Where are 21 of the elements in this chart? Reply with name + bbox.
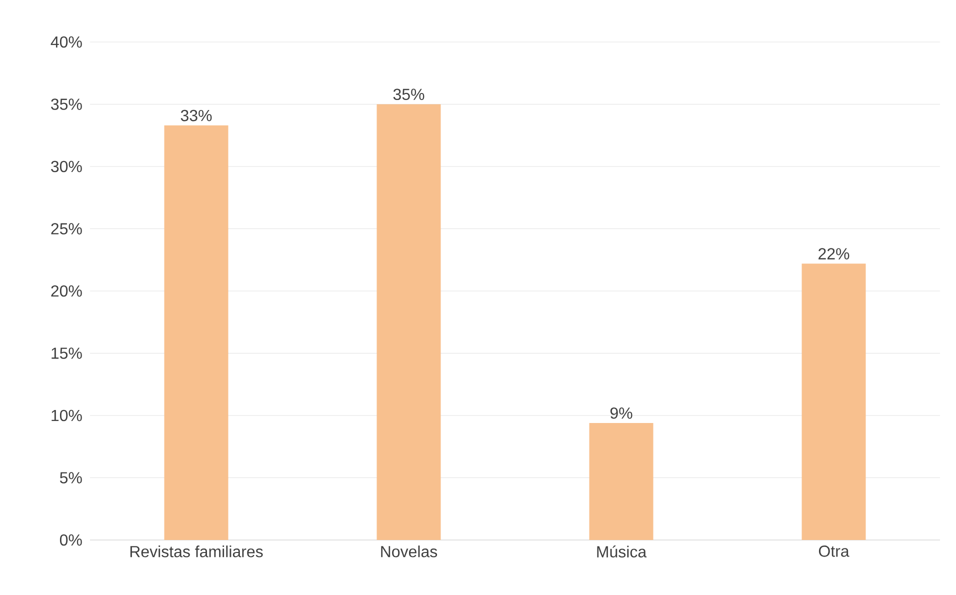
x-tick-label: Novelas bbox=[381, 546, 438, 558]
x-tick-label: Revistas familiares bbox=[130, 546, 263, 558]
x-tick-label: Música bbox=[597, 546, 647, 558]
data-label: 35% bbox=[393, 88, 424, 100]
y-tick-label: 30% bbox=[51, 160, 82, 172]
data-label: 33% bbox=[180, 110, 212, 122]
data-label: 22% bbox=[818, 248, 850, 260]
bar bbox=[589, 422, 654, 540]
bar bbox=[802, 264, 866, 540]
y-tick-label: 40% bbox=[50, 36, 82, 48]
bar bbox=[164, 125, 228, 540]
y-tick-label: 0% bbox=[60, 534, 82, 546]
y-tick-label: 25% bbox=[51, 223, 82, 234]
y-tick-label: 35% bbox=[51, 98, 82, 110]
x-tick-label: Otra bbox=[818, 546, 850, 557]
y-tick-label: 5% bbox=[60, 472, 82, 484]
bar bbox=[376, 104, 441, 540]
y-tick-label: 10% bbox=[52, 410, 82, 422]
y-tick-label: 20% bbox=[51, 285, 82, 297]
data-label: 9% bbox=[610, 407, 632, 419]
y-tick-label: 15% bbox=[52, 348, 82, 359]
